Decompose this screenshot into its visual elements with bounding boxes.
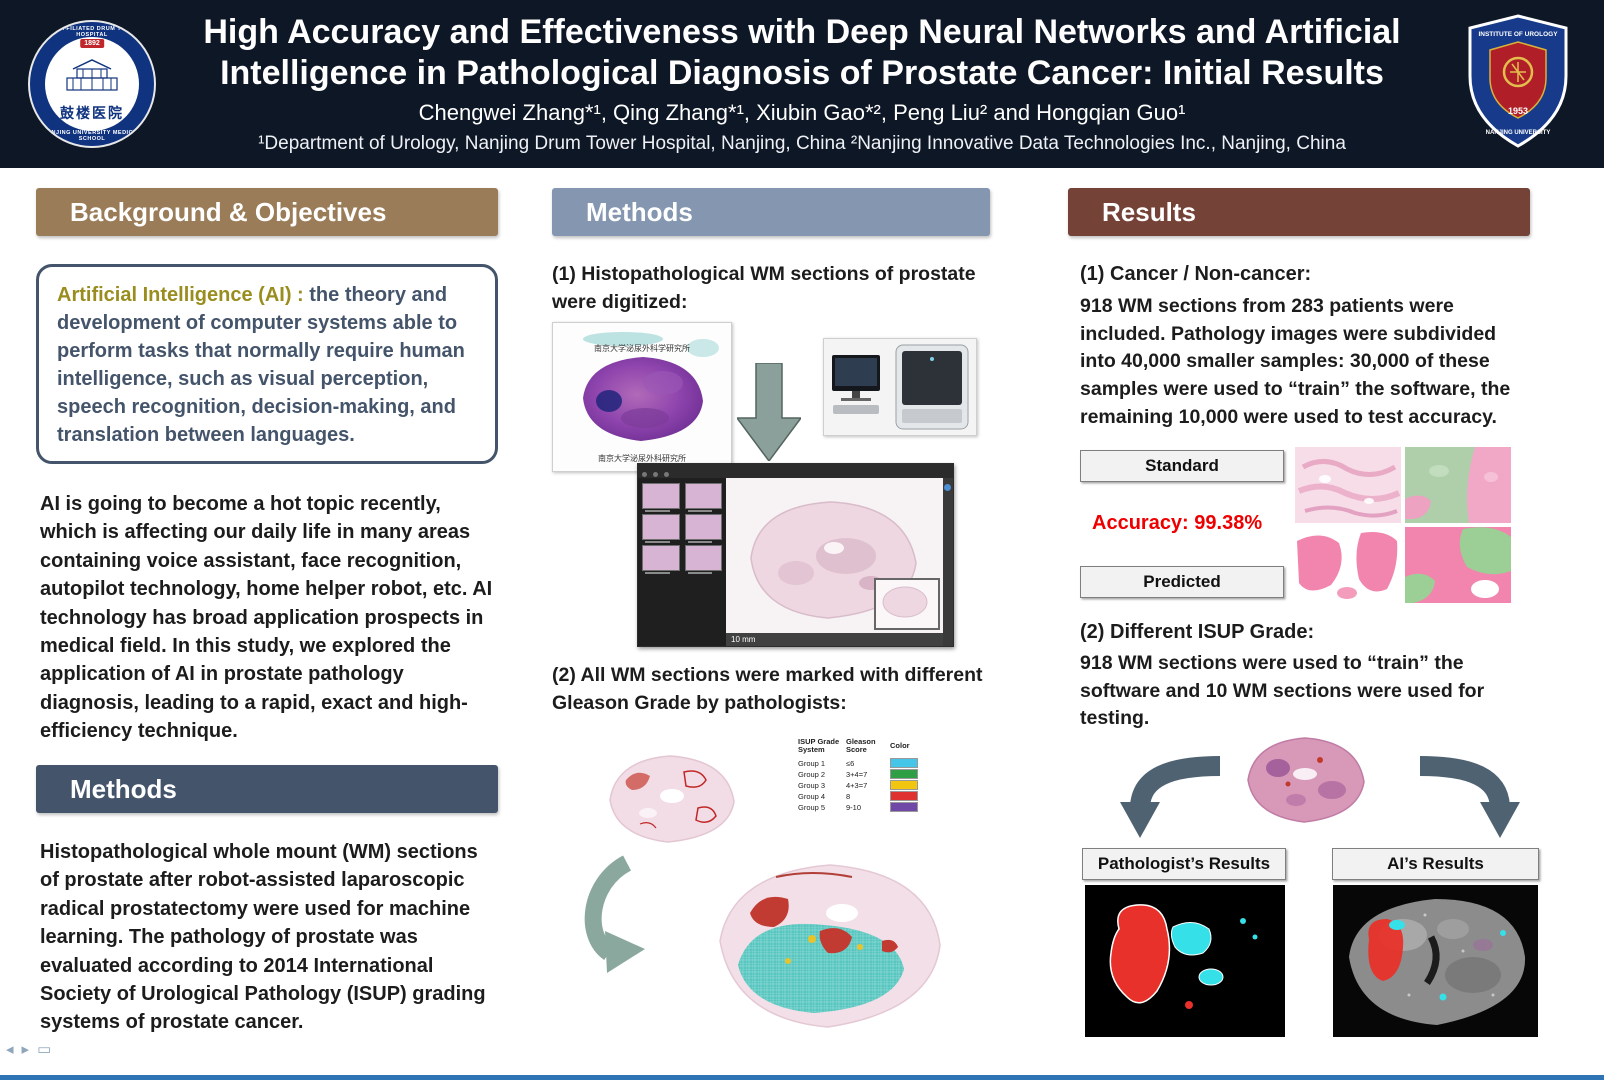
section-header-methods-left: Methods [36, 765, 498, 813]
accuracy-value: Accuracy: 99.38% [1092, 512, 1263, 534]
curved-arrow-icon [575, 855, 675, 980]
slide-thumbnail[interactable] [642, 483, 680, 512]
hospital-logo-ring-text-bottom: NANJING UNIVERSITY MEDICAL SCHOOL [42, 130, 142, 142]
legend-color-swatch [890, 758, 918, 768]
pathologist-results-label: Pathologist’s Results [1082, 848, 1286, 880]
legend-header-color: Color [890, 741, 910, 751]
software-titlebar [638, 464, 953, 478]
slide-thumbnail[interactable] [684, 483, 722, 512]
test-wm-section-image [1230, 724, 1380, 834]
standard-label: Standard [1080, 450, 1284, 482]
section-header-methods-center: Methods [552, 188, 990, 236]
ai-results-image [1333, 885, 1538, 1037]
hospital-logo: THE AFFILIATED DRUM TOWER HOSPITAL NANJI… [28, 20, 156, 148]
bottom-accent-line [0, 1075, 1604, 1080]
predicted-noncancer-patch [1295, 527, 1401, 603]
scanner-software-screenshot: 10 mm [637, 463, 954, 647]
section-header-background-objectives: Background & Objectives [36, 188, 498, 236]
legend-header-row: ISUP Grade System Gleason Score Color [798, 737, 930, 755]
marked-slide-image [588, 738, 753, 858]
slide-thumbnail[interactable] [642, 545, 680, 574]
legend-color-swatch [890, 769, 918, 779]
slide-label-top: 南京大学泌尿外科学研究所 [594, 343, 690, 353]
predicted-cancer-patch [1405, 527, 1511, 603]
software-main-view: 10 mm [726, 478, 943, 646]
legend-row: Group 2 3+4=7 [798, 769, 930, 780]
university-logo: INSTITUTE OF UROLOGY 1953 NANJING UNIVER… [1466, 14, 1570, 150]
methods-left-paragraph: Histopathological whole mount (WM) secti… [40, 841, 486, 1034]
results-part2-paragraph: 918 WM sections were used to “train” the… [1080, 652, 1485, 730]
legend-row: Group 4 8 [798, 791, 930, 802]
poster-title: High Accuracy and Effectiveness with Dee… [203, 13, 1401, 93]
section-header-background-objectives-label: Background & Objectives [70, 196, 387, 227]
methods-step1-text: (1) Histopathological WM sections of pro… [552, 263, 976, 313]
standard-noncancer-patch [1295, 447, 1401, 523]
university-logo-ring-text-top: INSTITUTE OF UROLOGY [1478, 31, 1558, 38]
predicted-label: Predicted [1080, 566, 1284, 598]
legend-row: Group 1 ≤6 [798, 758, 930, 769]
ai-definition-body: the theory and development of computer s… [57, 284, 465, 446]
results-part1-paragraph: 918 WM sections from 283 patients were i… [1080, 295, 1511, 428]
hospital-building-icon [61, 55, 123, 98]
legend-row: Group 3 4+3=7 [798, 780, 930, 791]
gleason-legend: ISUP Grade System Gleason Score Color Gr… [798, 737, 930, 813]
arrow-to-ai-icon [1412, 752, 1532, 844]
section-header-methods-center-label: Methods [586, 196, 693, 227]
background-paragraph: AI is going to become a hot topic recent… [40, 493, 493, 743]
slide-scanner-image [823, 338, 977, 436]
section-header-results-label: Results [1102, 196, 1196, 227]
slide-thumbnail[interactable] [684, 514, 722, 543]
university-logo-ring-text-bottom: NANJING UNIVERSITY [1486, 130, 1551, 136]
histology-slide-image: 南京大学泌尿外科学研究所 南京大学泌尿外科研究所 [552, 322, 732, 472]
footer-nav: ◂ ▸ ▭ [6, 1040, 51, 1058]
hospital-logo-ring-text-top: THE AFFILIATED DRUM TOWER HOSPITAL [43, 26, 141, 38]
software-thumbnail-panel [638, 478, 726, 646]
ai-definition-term: Artificial Intelligence (AI) : [57, 284, 310, 306]
university-logo-year: 1953 [1508, 106, 1528, 116]
slide-label-bottom: 南京大学泌尿外科研究所 [598, 453, 686, 463]
poster-authors: Chengwei Zhang*¹, Qing Zhang*¹, Xiubin G… [418, 100, 1186, 125]
legend-row: Group 5 9-10 [798, 802, 930, 813]
poster-affiliations: ¹Department of Urology, Nanjing Drum Tow… [258, 133, 1346, 154]
section-header-methods-left-label: Methods [70, 773, 177, 804]
results-part1-title: (1) Cancer / Non-cancer: [1080, 263, 1312, 285]
legend-color-swatch [890, 780, 918, 790]
poster-header: High Accuracy and Effectiveness with Dee… [0, 0, 1604, 168]
section-header-results: Results [1068, 188, 1530, 236]
down-arrow-icon [737, 363, 801, 461]
software-overview-inset [874, 578, 940, 630]
nav-previous-icon[interactable]: ◂ [6, 1041, 14, 1058]
nav-next-icon[interactable]: ▸ [21, 1041, 30, 1058]
pathologist-results-image [1085, 885, 1285, 1037]
hospital-logo-year: 1892 [80, 39, 104, 48]
nav-display-icon[interactable]: ▭ [37, 1041, 52, 1058]
hospital-logo-inner: 1892 鼓楼医院 [45, 37, 139, 131]
software-controls[interactable] [943, 478, 953, 646]
ai-definition-box: Artificial Intelligence (AI) : the theor… [36, 264, 498, 464]
legend-header-gleason: Gleason Score [846, 737, 876, 755]
standard-cancer-patch [1405, 447, 1511, 523]
slide-thumbnail[interactable] [642, 514, 680, 543]
ai-results-label: AI’s Results [1332, 848, 1539, 880]
slide-thumbnail[interactable] [684, 545, 722, 574]
scale-bar-label: 10 mm [726, 633, 943, 646]
results-part2-title: (2) Different ISUP Grade: [1080, 621, 1315, 643]
hospital-logo-name: 鼓楼医院 [60, 105, 124, 121]
legend-color-swatch [890, 802, 918, 812]
legend-color-swatch [890, 791, 918, 801]
annotated-slide-image [692, 843, 964, 1045]
arrow-to-pathologist-icon [1108, 752, 1228, 844]
legend-header-isup: ISUP Grade System [798, 737, 840, 755]
methods-step2-text: (2) All WM sections were marked with dif… [552, 664, 983, 714]
